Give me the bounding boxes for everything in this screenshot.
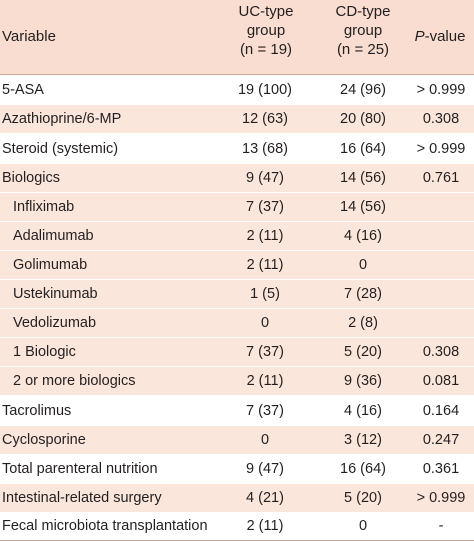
table-row: 1 Biologic 7 (37) 5 (20) 0.308 (0, 338, 474, 366)
header-cd-group: CD-type group (n = 25) (323, 2, 403, 59)
row-cd-value: 14 (56) (340, 199, 386, 215)
row-p-value: > 0.999 (416, 141, 466, 157)
row-cd-value: 4 (16) (344, 403, 382, 419)
row-variable: Azathioprine/6-MP (2, 111, 122, 127)
row-cd-value: 2 (8) (348, 315, 378, 331)
row-p-value: > 0.999 (416, 82, 466, 98)
header-uc-line3: (n = 19) (239, 41, 293, 58)
table-row: Infliximab 7 (37) 14 (56) (0, 193, 474, 221)
row-cd-value: 5 (20) (344, 344, 382, 360)
header-rule (0, 74, 474, 75)
row-uc-value: 9 (47) (246, 461, 284, 477)
row-cd-value: 3 (12) (344, 432, 382, 448)
row-variable: Biologics (2, 170, 61, 186)
row-cd-value: 4 (16) (344, 228, 382, 244)
row-p-value: - (438, 518, 444, 534)
row-variable: Cyclosporine (2, 432, 86, 448)
row-variable: Adalimumab (13, 228, 94, 244)
header-uc-line1: UC-type (238, 3, 294, 20)
row-variable: Tacrolimus (2, 403, 72, 419)
row-uc-value: 7 (37) (246, 344, 284, 360)
table-row: Intestinal-related surgery 4 (21) 5 (20)… (0, 484, 474, 512)
header-p-value: P-value (406, 27, 474, 46)
table-row: Tacrolimus 7 (37) 4 (16) 0.164 (0, 397, 474, 425)
table-row: Biologics 9 (47) 14 (56) 0.761 (0, 164, 474, 192)
row-p-value: 0.247 (422, 432, 460, 448)
row-variable: Steroid (systemic) (2, 141, 119, 157)
row-variable: Intestinal-related surgery (2, 490, 162, 506)
table-row: Vedolizumab 0 2 (8) (0, 309, 474, 337)
row-variable: Ustekinumab (13, 286, 98, 302)
row-cd-value: 9 (36) (344, 373, 382, 389)
row-cd-value: 5 (20) (344, 490, 382, 506)
table-row: 2 or more biologics 2 (11) 9 (36) 0.081 (0, 367, 474, 395)
header-cd-line1: CD-type (335, 3, 391, 20)
row-p-value: 0.361 (422, 461, 460, 477)
table-header: Variable UC-type group (n = 19) CD-type … (0, 0, 474, 74)
header-cd-line3: (n = 25) (336, 41, 390, 58)
table-row: Azathioprine/6-MP 12 (63) 20 (80) 0.308 (0, 105, 474, 133)
row-uc-value: 4 (21) (246, 490, 284, 506)
row-uc-value: 2 (11) (246, 228, 284, 244)
row-cd-value: 0 (358, 257, 368, 273)
header-variable: Variable (2, 28, 56, 45)
header-p-italic: P (414, 28, 425, 45)
table-row: Adalimumab 2 (11) 4 (16) (0, 222, 474, 250)
row-p-value: 0.308 (422, 344, 460, 360)
table-row: Golimumab 2 (11) 0 (0, 251, 474, 279)
row-uc-value: 2 (11) (246, 518, 284, 534)
row-variable: Golimumab (13, 257, 88, 273)
row-p-value: 0.761 (422, 170, 460, 186)
table-row: Ustekinumab 1 (5) 7 (28) (0, 280, 474, 308)
table-row: Steroid (systemic) 13 (68) 16 (64) > 0.9… (0, 135, 474, 163)
row-variable: Fecal microbiota transplantation (2, 518, 208, 534)
row-uc-value: 7 (37) (246, 403, 284, 419)
header-p-rest: -value (424, 28, 466, 45)
row-p-value: 0.164 (422, 403, 460, 419)
row-uc-value: 0 (260, 432, 270, 448)
row-cd-value: 20 (80) (340, 111, 386, 127)
table-row: Total parenteral nutrition 9 (47) 16 (64… (0, 455, 474, 483)
row-uc-value: 9 (47) (246, 170, 284, 186)
row-uc-value: 12 (63) (242, 111, 288, 127)
row-cd-value: 16 (64) (340, 141, 386, 157)
row-uc-value: 0 (260, 315, 270, 331)
header-cd-line2: group (343, 22, 383, 39)
row-cd-value: 14 (56) (340, 170, 386, 186)
row-cd-value: 0 (358, 518, 368, 534)
row-variable: 5-ASA (2, 82, 44, 98)
row-p-value: 0.081 (422, 373, 460, 389)
row-cd-value: 7 (28) (344, 286, 382, 302)
row-uc-value: 2 (11) (246, 257, 284, 273)
row-variable: Infliximab (13, 199, 75, 215)
row-variable: Vedolizumab (13, 315, 97, 331)
table-row: 5-ASA 19 (100) 24 (96) > 0.999 (0, 76, 474, 104)
row-uc-value: 2 (11) (246, 373, 284, 389)
row-variable: Total parenteral nutrition (2, 461, 158, 477)
row-uc-value: 13 (68) (242, 141, 288, 157)
row-uc-value: 1 (5) (250, 286, 280, 302)
row-cd-value: 16 (64) (340, 461, 386, 477)
row-variable: 1 Biologic (13, 344, 76, 360)
row-uc-value: 19 (100) (237, 82, 292, 98)
row-variable: 2 or more biologics (13, 373, 136, 389)
header-uc-line2: group (246, 22, 286, 39)
row-uc-value: 7 (37) (246, 199, 284, 215)
table-row: Cyclosporine 0 3 (12) 0.247 (0, 426, 474, 454)
row-p-value: 0.308 (422, 111, 460, 127)
header-uc-group: UC-type group (n = 19) (226, 2, 306, 59)
row-p-value: > 0.999 (416, 490, 466, 506)
table-row: Fecal microbiota transplantation 2 (11) … (0, 512, 474, 540)
row-cd-value: 24 (96) (340, 82, 386, 98)
